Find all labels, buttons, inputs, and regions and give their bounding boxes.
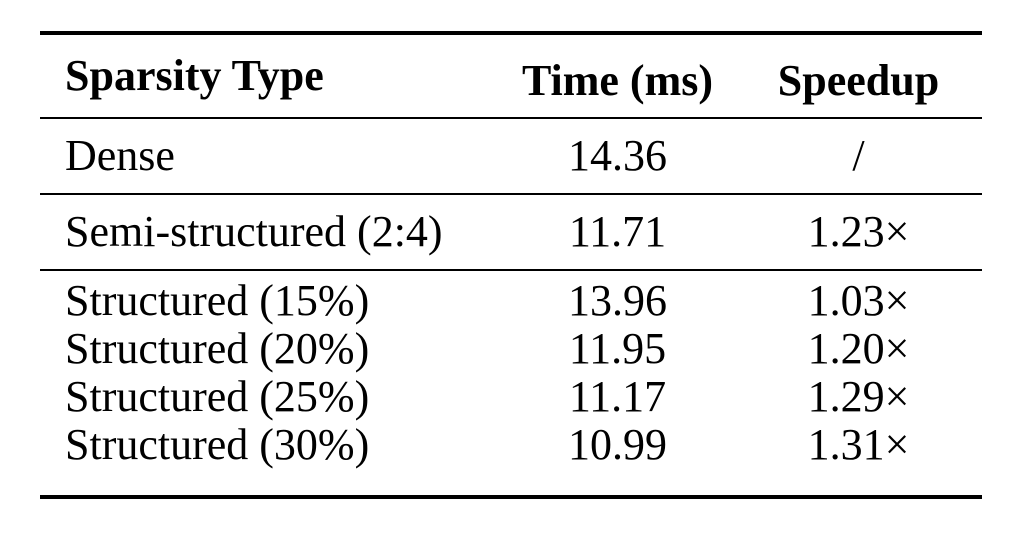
header-cell-sparsity-type: Sparsity Type bbox=[65, 51, 324, 100]
group-separator-rule bbox=[40, 193, 982, 195]
cell-sparsity-type: Structured (20%) bbox=[65, 324, 370, 373]
header-separator-rule bbox=[40, 117, 982, 119]
bottom-rule bbox=[40, 495, 982, 499]
top-rule bbox=[40, 31, 982, 35]
table-row-structured-20: Structured (20%) 11.95 1.20× bbox=[40, 325, 982, 373]
cell-sparsity-type: Structured (15%) bbox=[65, 276, 370, 325]
cell-speedup: 1.31× bbox=[807, 420, 910, 469]
cell-speedup: 1.23× bbox=[807, 207, 910, 256]
table-row-dense: Dense 14.36 / bbox=[40, 119, 982, 193]
cell-sparsity-type: Structured (30%) bbox=[65, 420, 370, 469]
cell-speedup: 1.03× bbox=[807, 276, 910, 325]
header-cell-time-ms: Time (ms) bbox=[521, 56, 714, 105]
cell-time-ms: 13.96 bbox=[568, 276, 667, 325]
cell-time-ms: 11.71 bbox=[568, 207, 667, 256]
table-row-structured-30: Structured (30%) 10.99 1.31× bbox=[40, 421, 982, 469]
cell-sparsity-type: Semi-structured (2:4) bbox=[65, 207, 443, 256]
cell-sparsity-type: Dense bbox=[65, 131, 175, 180]
cell-time-ms: 11.95 bbox=[568, 324, 667, 373]
cell-speedup: / bbox=[852, 131, 865, 180]
sparsity-benchmark-table: Sparsity Type Time (ms) Speedup Dense 14… bbox=[40, 31, 982, 499]
header-cell-speedup: Speedup bbox=[777, 56, 940, 105]
table-header-row: Sparsity Type Time (ms) Speedup bbox=[40, 35, 982, 117]
group-separator-rule bbox=[40, 269, 982, 271]
table-row-semi-structured: Semi-structured (2:4) 11.71 1.23× bbox=[40, 195, 982, 269]
cell-time-ms: 14.36 bbox=[568, 131, 667, 180]
cell-speedup: 1.20× bbox=[807, 324, 910, 373]
cell-time-ms: 11.17 bbox=[568, 372, 667, 421]
cell-time-ms: 10.99 bbox=[568, 420, 667, 469]
table-group-structured: Structured (15%) 13.96 1.03× Structured … bbox=[40, 271, 982, 495]
table-row-structured-15: Structured (15%) 13.96 1.03× bbox=[40, 277, 982, 325]
cell-sparsity-type: Structured (25%) bbox=[65, 372, 370, 421]
table-row-structured-25: Structured (25%) 11.17 1.29× bbox=[40, 373, 982, 421]
cell-speedup: 1.29× bbox=[807, 372, 910, 421]
